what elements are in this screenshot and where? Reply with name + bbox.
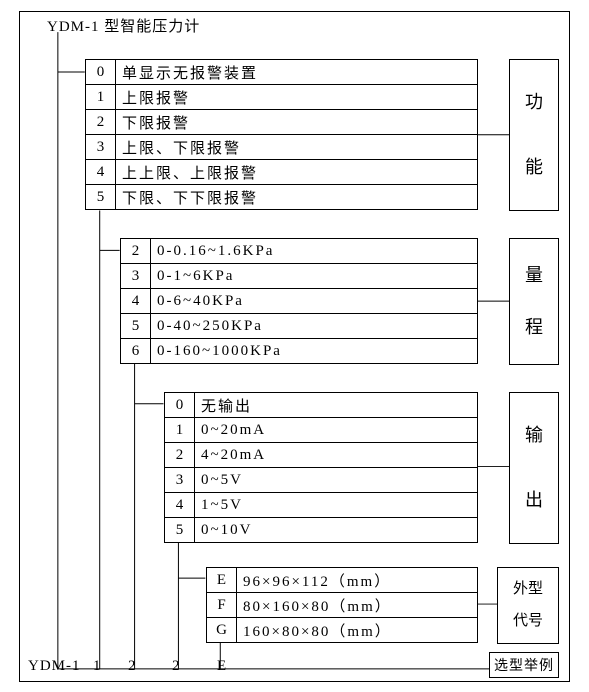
shape-desc: 160×80×80（mm）	[237, 618, 478, 643]
table-row: G160×80×80（mm）	[207, 618, 478, 643]
table-row: 30~5V	[165, 468, 478, 493]
range-desc: 0-6~40KPa	[151, 289, 478, 314]
output-code: 3	[165, 468, 195, 493]
func-code: 1	[86, 85, 116, 110]
table-row: 50~10V	[165, 518, 478, 543]
range-code: 6	[121, 339, 151, 364]
table-row: F80×160×80（mm）	[207, 593, 478, 618]
output-code: 2	[165, 443, 195, 468]
shape-code: G	[207, 618, 237, 643]
output-desc: 0~5V	[195, 468, 478, 493]
table-row: E96×96×112（mm）	[207, 568, 478, 593]
range-code: 2	[121, 239, 151, 264]
output-category-char: 出	[525, 486, 543, 515]
output-code: 0	[165, 393, 195, 418]
example-prefix: YDM-1	[28, 658, 81, 675]
output-table: 0无输出10~20mA24~20mA30~5V41~5V50~10V	[164, 392, 478, 543]
shape-desc: 80×160×80（mm）	[237, 593, 478, 618]
func-code: 3	[86, 135, 116, 160]
func-code: 2	[86, 110, 116, 135]
shape-category-char: 外型	[513, 579, 543, 600]
shape-table: E96×96×112（mm）F80×160×80（mm）G160×80×80（m…	[206, 567, 478, 643]
output-desc: 0~20mA	[195, 418, 478, 443]
diagram-frame: YDM-1 型智能压力计 选型举例 Y	[19, 11, 570, 682]
example-label-box: 选型举例	[489, 652, 559, 678]
page: YDM-1 型智能压力计 选型举例 Y	[0, 0, 589, 692]
func-code: 5	[86, 185, 116, 210]
range-desc: 0-1~6KPa	[151, 264, 478, 289]
example-code-shape: E	[217, 658, 227, 675]
range-desc: 0-160~1000KPa	[151, 339, 478, 364]
func-desc: 下限报警	[116, 110, 478, 135]
func-desc: 上限、下限报警	[116, 135, 478, 160]
range-desc: 0-0.16~1.6KPa	[151, 239, 478, 264]
func-desc: 下限、下下限报警	[116, 185, 478, 210]
table-row: 50-40~250KPa	[121, 314, 478, 339]
table-row: 0无输出	[165, 393, 478, 418]
table-row: 24~20mA	[165, 443, 478, 468]
table-row: 1上限报警	[86, 85, 478, 110]
table-row: 10~20mA	[165, 418, 478, 443]
shape-category-box: 外型代号	[497, 567, 559, 644]
output-code: 4	[165, 493, 195, 518]
func-code: 4	[86, 160, 116, 185]
func-category-char: 功	[525, 88, 543, 117]
shape-code: E	[207, 568, 237, 593]
table-row: 2下限报警	[86, 110, 478, 135]
table-row: 40-6~40KPa	[121, 289, 478, 314]
output-desc: 0~10V	[195, 518, 478, 543]
func-desc: 单显示无报警装置	[116, 60, 478, 85]
output-code: 1	[165, 418, 195, 443]
title: YDM-1 型智能压力计	[45, 15, 225, 36]
table-row: 4上上限、上限报警	[86, 160, 478, 185]
table-row: 20-0.16~1.6KPa	[121, 239, 478, 264]
output-desc: 无输出	[195, 393, 478, 418]
range-table: 20-0.16~1.6KPa30-1~6KPa40-6~40KPa50-40~2…	[120, 238, 478, 364]
output-code: 5	[165, 518, 195, 543]
func-desc: 上上限、上限报警	[116, 160, 478, 185]
table-row: 3上限、下限报警	[86, 135, 478, 160]
table-row: 41~5V	[165, 493, 478, 518]
table-row: 60-160~1000KPa	[121, 339, 478, 364]
func-category-char: 能	[525, 153, 543, 182]
range-category-char: 量	[525, 261, 543, 290]
func-category-box: 功能	[509, 59, 559, 211]
func-code: 0	[86, 60, 116, 85]
range-code: 3	[121, 264, 151, 289]
example-label: 选型举例	[494, 659, 554, 674]
table-row: 30-1~6KPa	[121, 264, 478, 289]
range-code: 4	[121, 289, 151, 314]
func-desc: 上限报警	[116, 85, 478, 110]
range-category-char: 程	[525, 313, 543, 342]
table-row: 0单显示无报警装置	[86, 60, 478, 85]
example-code-range: 2	[128, 658, 137, 675]
shape-category-char: 代号	[513, 611, 543, 632]
output-category-box: 输出	[509, 392, 559, 544]
shape-code: F	[207, 593, 237, 618]
example-code-output: 2	[172, 658, 181, 675]
output-desc: 4~20mA	[195, 443, 478, 468]
func-table: 0单显示无报警装置1上限报警2下限报警3上限、下限报警4上上限、上限报警5下限、…	[85, 59, 478, 210]
shape-desc: 96×96×112（mm）	[237, 568, 478, 593]
range-category-box: 量程	[509, 238, 559, 365]
output-desc: 1~5V	[195, 493, 478, 518]
range-code: 5	[121, 314, 151, 339]
range-desc: 0-40~250KPa	[151, 314, 478, 339]
example-code-func: 1	[93, 658, 102, 675]
output-category-char: 输	[525, 421, 543, 450]
table-row: 5下限、下下限报警	[86, 185, 478, 210]
